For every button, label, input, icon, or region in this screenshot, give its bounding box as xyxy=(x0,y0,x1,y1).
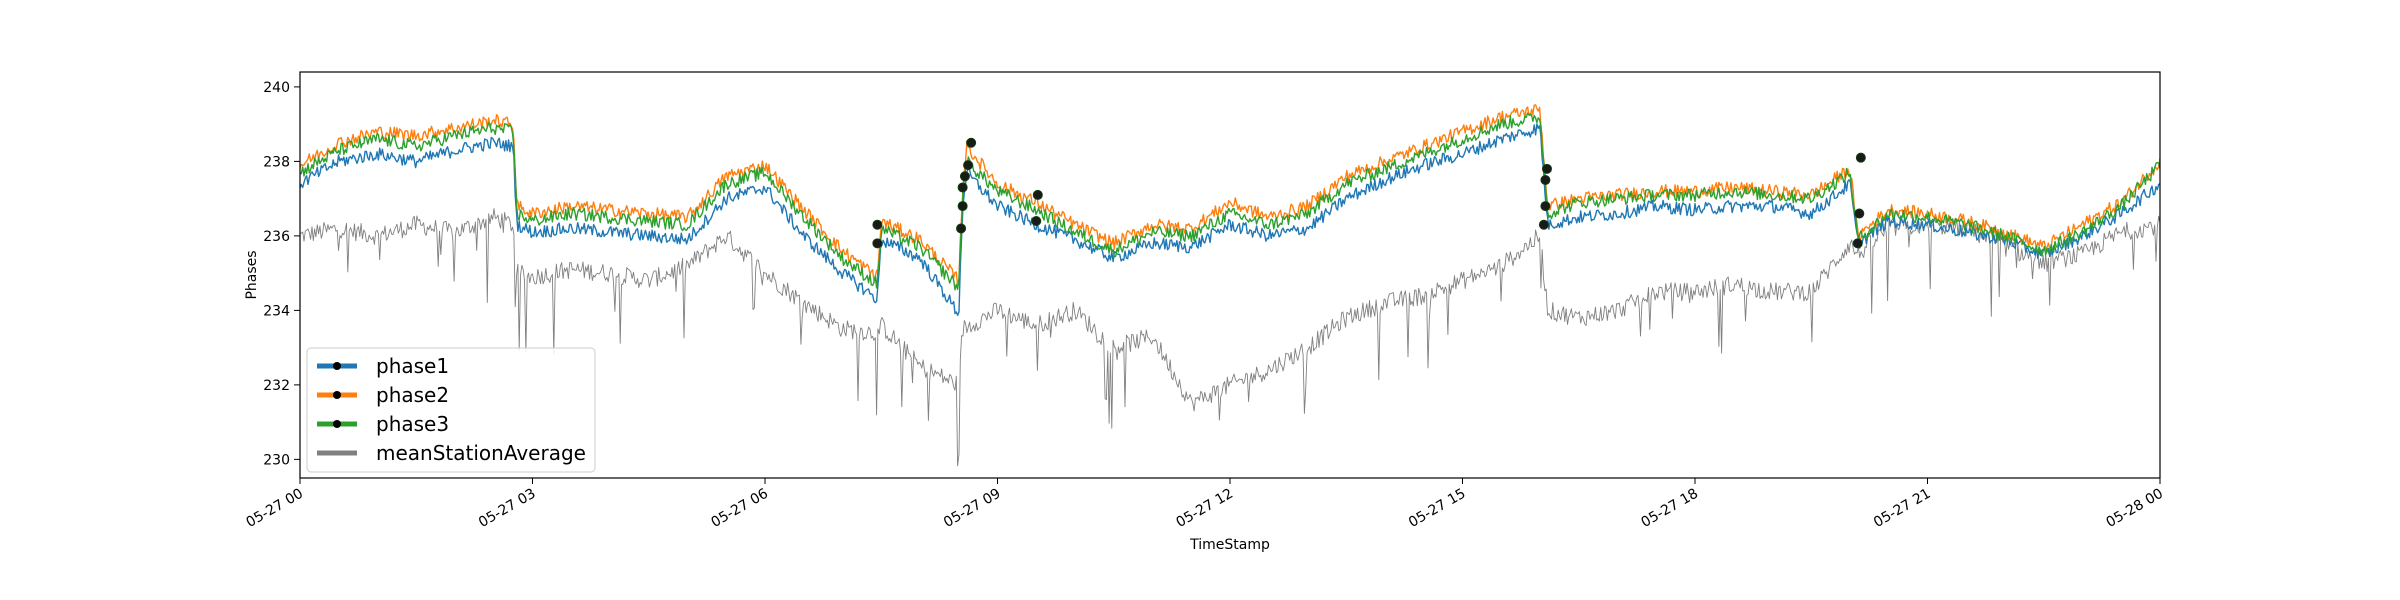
x-tick-label: 05-27 18 xyxy=(1638,486,1701,531)
series-line-phase3 xyxy=(300,112,2160,291)
legend-box xyxy=(306,347,596,473)
anomaly-marker xyxy=(1538,219,1549,230)
x-tick-label: 05-27 00 xyxy=(243,486,306,531)
anomaly-marker xyxy=(1855,152,1866,163)
legend-label: phase3 xyxy=(376,412,449,436)
y-tick-label: 234 xyxy=(263,303,290,319)
anomaly-marker xyxy=(1541,163,1552,174)
anomaly-marker xyxy=(1540,201,1551,212)
x-tick-label: 05-27 12 xyxy=(1173,486,1236,531)
anomaly-marker xyxy=(957,201,968,212)
series-layer xyxy=(300,104,2160,467)
plot-area xyxy=(299,71,2161,479)
anomaly-marker xyxy=(957,182,968,193)
legend-item-phase2: phase2 xyxy=(317,383,449,407)
anomaly-marker xyxy=(1852,238,1863,249)
anomaly-marker xyxy=(1540,175,1551,186)
anomaly-marker xyxy=(1854,208,1865,219)
series-line-meanStationAverage xyxy=(300,208,2160,467)
anomaly-marker xyxy=(959,171,970,182)
y-axis-label: Phases xyxy=(244,250,260,299)
anomaly-marker xyxy=(966,137,977,148)
legend-marker-icon xyxy=(333,362,341,370)
legend-label: phase2 xyxy=(376,383,449,407)
anomaly-marker xyxy=(956,223,967,234)
x-tick-label: 05-27 06 xyxy=(708,486,771,531)
anomaly-marker xyxy=(1032,189,1043,200)
x-tick-label: 05-27 03 xyxy=(476,486,539,531)
legend: phase1 phase2 phase3 meanStationAverage xyxy=(306,347,596,473)
legend-item-phase1: phase1 xyxy=(317,354,449,378)
legend-label: phase1 xyxy=(376,354,449,378)
anomaly-marker xyxy=(872,238,883,249)
x-tick-label: 05-27 09 xyxy=(941,486,1004,531)
legend-marker-icon xyxy=(333,420,341,428)
y-tick-label: 240 xyxy=(263,80,290,96)
y-tick-label: 236 xyxy=(263,229,290,245)
y-axis-ticks: 230 232 234 236 238 240 xyxy=(263,80,300,468)
legend-item-meanStationAverage: meanStationAverage xyxy=(317,441,586,465)
y-tick-label: 232 xyxy=(263,378,290,394)
x-axis-label: TimeStamp xyxy=(1189,537,1270,553)
series-line-phase2 xyxy=(300,104,2160,287)
x-axis-ticks: 05-27 00 05-27 03 05-27 06 05-27 09 05-27 12… xyxy=(243,478,2166,531)
legend-marker-icon xyxy=(333,391,341,399)
x-tick-label: 05-27 15 xyxy=(1406,486,1469,531)
x-tick-label: 05-28 00 xyxy=(2103,486,2166,531)
y-tick-label: 238 xyxy=(263,154,290,170)
y-tick-label: 230 xyxy=(263,452,290,468)
anomaly-markers xyxy=(872,137,1866,249)
series-line-phase1 xyxy=(300,123,2160,316)
anomaly-marker xyxy=(1031,215,1042,226)
x-tick-label: 05-27 21 xyxy=(1871,486,1934,531)
anomaly-marker xyxy=(872,219,883,230)
legend-label: meanStationAverage xyxy=(376,441,586,465)
legend-item-phase3: phase3 xyxy=(317,412,449,436)
anomaly-marker xyxy=(963,160,974,171)
